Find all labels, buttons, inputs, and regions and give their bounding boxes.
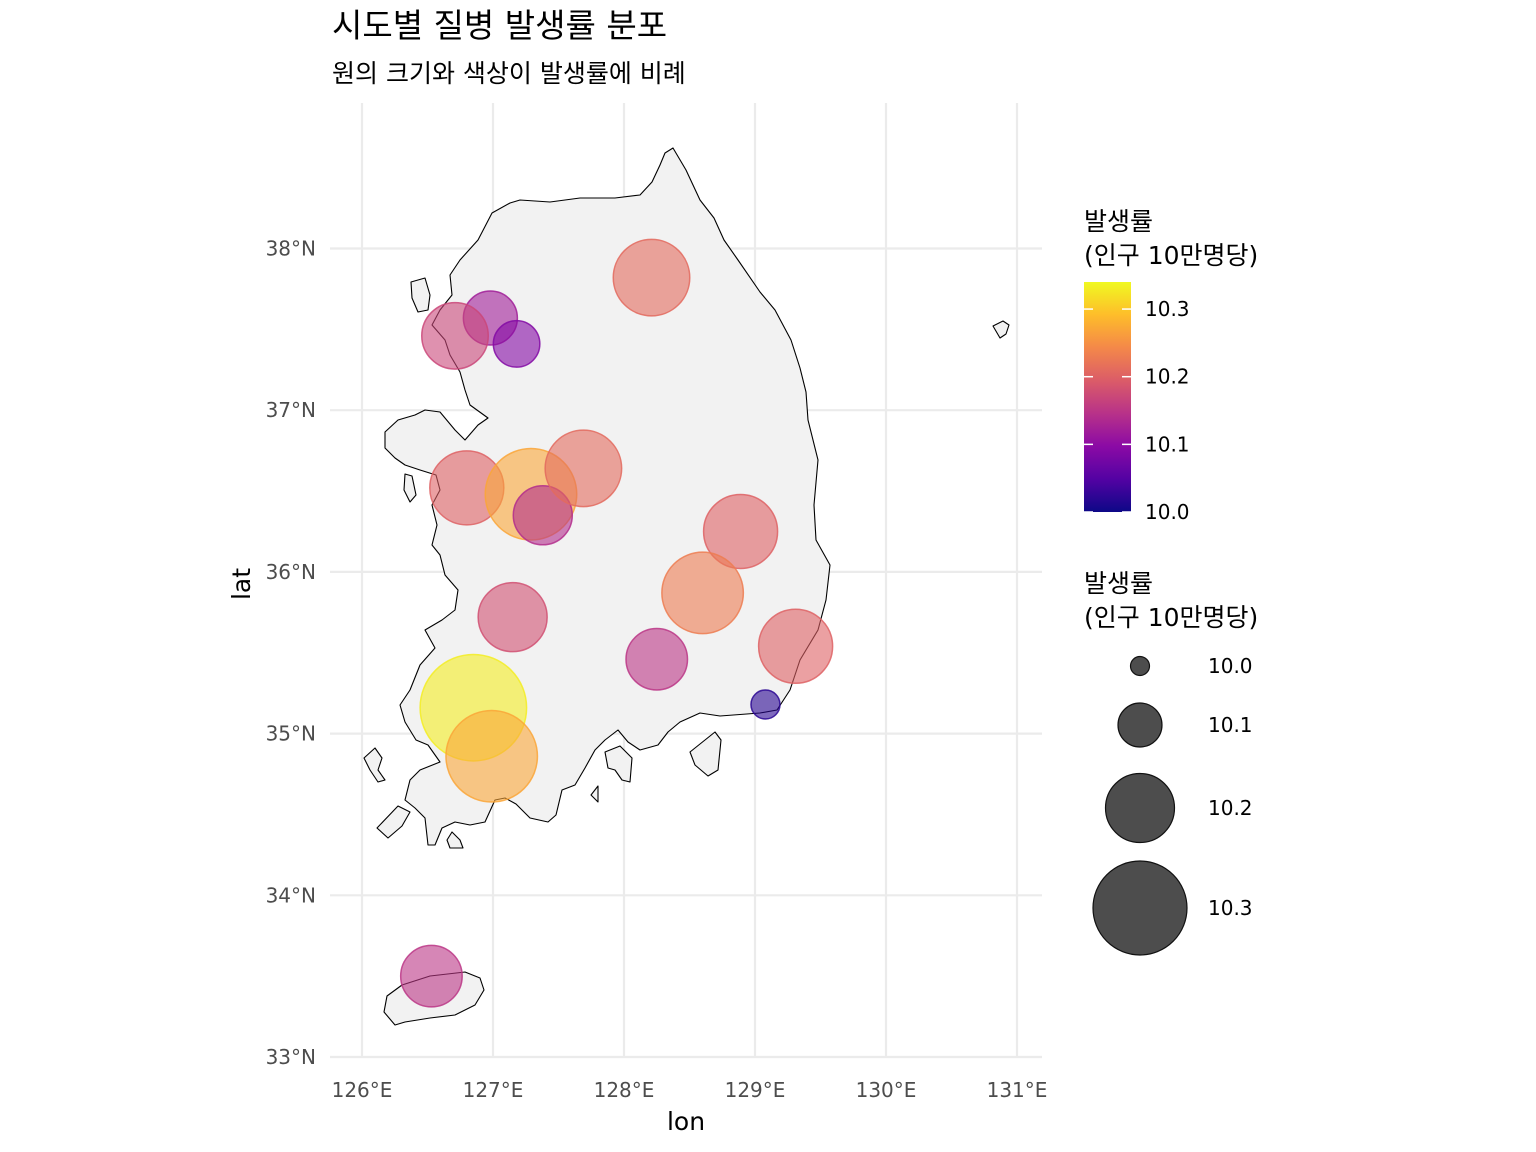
x-tick-label-2: 128°E	[594, 1078, 655, 1102]
data-point-13	[750, 689, 781, 720]
data-point-7	[544, 429, 623, 508]
y-tick-label-5: 38°N	[266, 237, 316, 261]
size-legend-label-2: 10.2	[1208, 796, 1253, 820]
y-tick-label-0: 33°N	[266, 1045, 316, 1069]
data-points	[399, 238, 834, 1008]
chart-subtitle: 원의 크기와 색상이 발생률에 비례	[332, 59, 686, 88]
colorbar-label-1: 10.2	[1145, 365, 1190, 389]
data-point-11	[625, 627, 689, 691]
x-tick-label-3: 129°E	[725, 1078, 786, 1102]
data-point-8	[702, 493, 779, 570]
x-tick-label-1: 127°E	[463, 1078, 524, 1102]
size-legend-title-line-2: (인구 10만명당)	[1084, 603, 1258, 632]
data-point-12	[757, 608, 834, 685]
size-legend-swatch-1	[1117, 702, 1163, 748]
chart-title: 시도별 질병 발생률 분포	[332, 6, 667, 45]
data-point-15	[445, 709, 539, 803]
x-tick-label-5: 131°E	[987, 1078, 1048, 1102]
y-tick-label-4: 37°N	[266, 398, 316, 422]
data-point-16	[399, 944, 463, 1008]
colorbar-label-2: 10.1	[1145, 432, 1190, 456]
color-legend-title-line-1: 발생률	[1084, 207, 1153, 236]
data-point-9	[661, 551, 745, 635]
size-legend-label-1: 10.1	[1208, 713, 1253, 737]
size-legend-label-3: 10.3	[1208, 896, 1253, 920]
y-axis-title: lat	[227, 568, 256, 600]
geoje-island-shape	[689, 731, 722, 777]
y-tick-label-2: 35°N	[266, 722, 316, 746]
color-legend-title-line-2: (인구 10만명당)	[1084, 241, 1258, 270]
ulleungdo-island-shape	[992, 320, 1010, 339]
namhae-island-shape	[604, 745, 633, 783]
anmyeon-island-shape	[403, 473, 417, 503]
sw-island-1-shape	[363, 747, 386, 783]
color-legend: 발생률 (인구 10만명당) 10.3 10.2 10.1 10.0	[1084, 207, 1258, 524]
colorbar	[1084, 282, 1131, 512]
sw-island-2-shape	[376, 805, 411, 839]
size-legend: 발생률 (인구 10만명당) 10.0 10.1 10.2 10.3	[1084, 569, 1258, 956]
data-point-1	[421, 301, 490, 370]
small-island-shape	[590, 785, 599, 803]
sw-island-3-shape	[446, 831, 464, 849]
y-tick-label-3: 36°N	[266, 560, 316, 584]
data-point-2	[492, 319, 541, 368]
data-point-10	[477, 581, 548, 653]
size-legend-swatch-0	[1129, 655, 1151, 677]
colorbar-label-0: 10.3	[1145, 297, 1190, 321]
x-tick-label-0: 126°E	[332, 1078, 393, 1102]
data-point-6	[512, 485, 574, 546]
size-legend-swatch-3	[1092, 860, 1188, 956]
size-legend-label-0: 10.0	[1208, 654, 1253, 678]
x-tick-label-4: 130°E	[856, 1078, 917, 1102]
size-legend-swatch-2	[1104, 772, 1176, 844]
size-legend-title-line-1: 발생률	[1084, 569, 1153, 598]
data-point-3	[612, 238, 691, 317]
colorbar-label-3: 10.0	[1145, 500, 1190, 524]
x-axis-title: lon	[667, 1107, 705, 1136]
ganghwa-island-shape	[410, 277, 431, 313]
y-tick-label-1: 34°N	[266, 883, 316, 907]
axes: 126°E 127°E 128°E 129°E 130°E 131°E 33°N 34°N 35…	[266, 237, 1048, 1103]
